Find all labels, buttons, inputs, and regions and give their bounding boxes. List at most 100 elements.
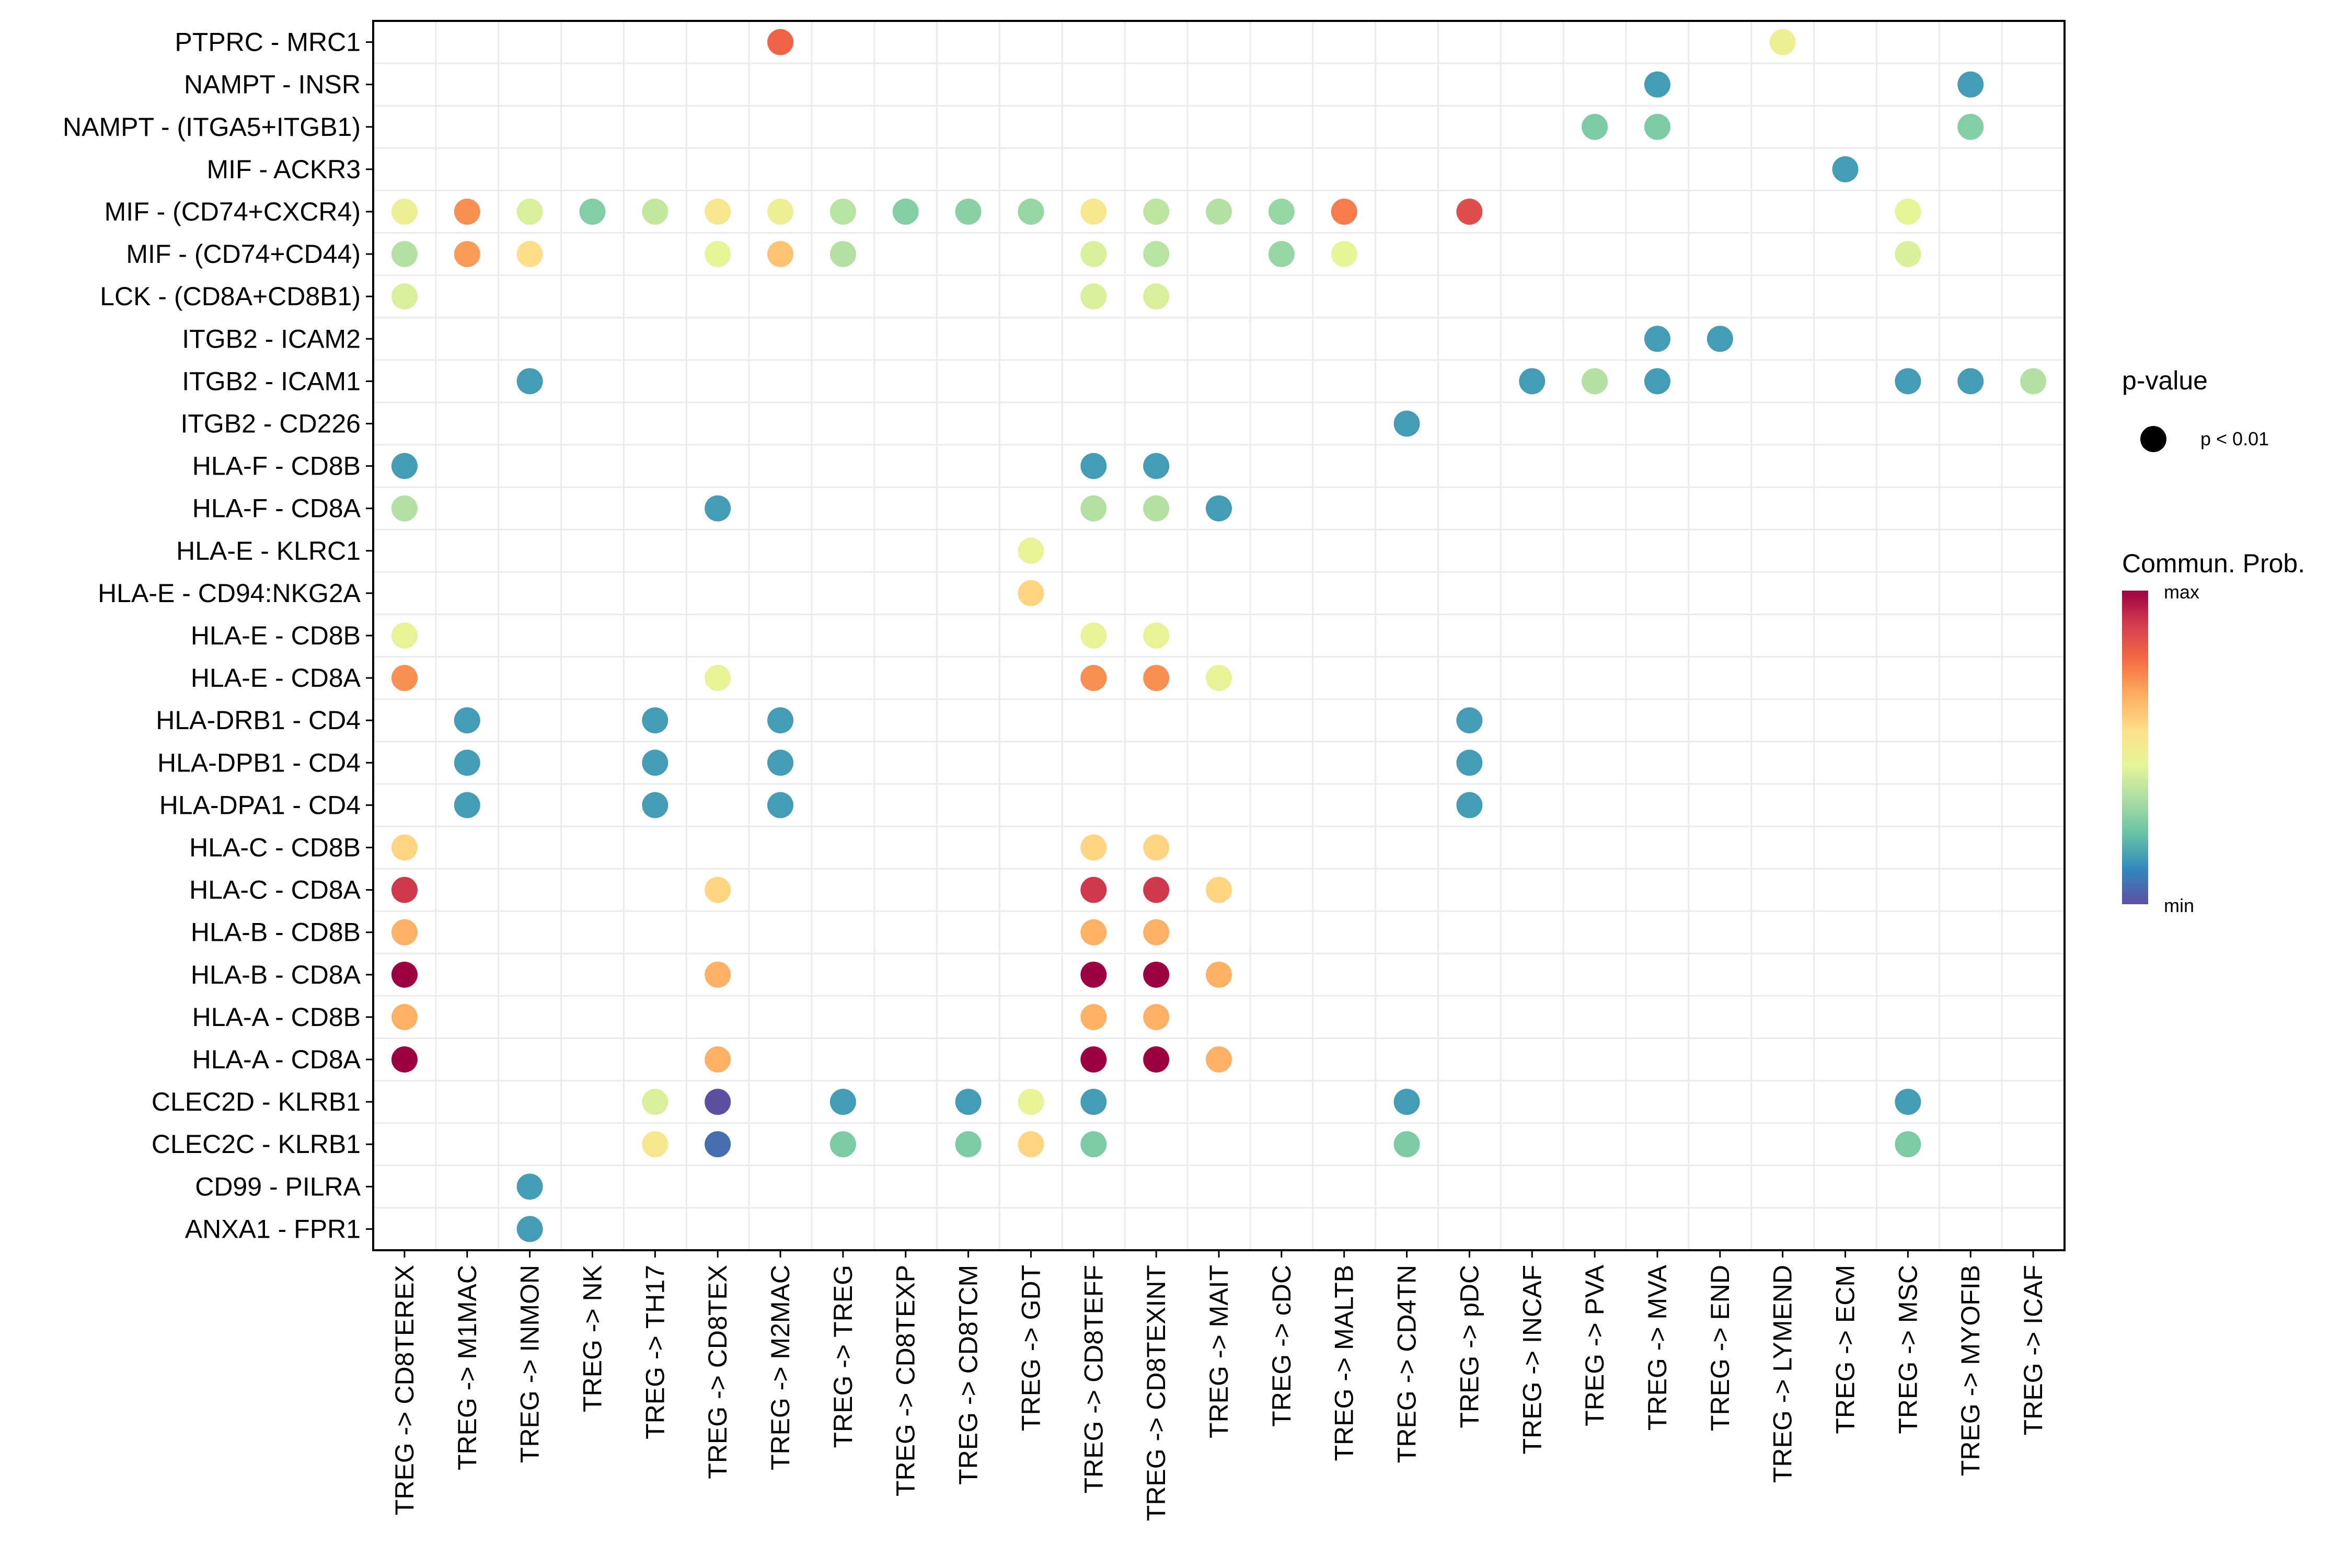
data-point [642, 1131, 668, 1158]
data-point [1080, 877, 1107, 903]
x-tick-label: TREG -> TH17 [640, 1265, 670, 1439]
data-point [391, 241, 418, 268]
y-tick-label: HLA-E - CD8A [191, 663, 361, 693]
data-point [1582, 113, 1608, 140]
y-tick-label: HLA-DPA1 - CD4 [159, 790, 361, 820]
data-point [1707, 326, 1733, 352]
data-point [1895, 368, 1921, 395]
x-axis: TREG -> CD8TEREX TREG -> M1MAC TREG -> INM… [390, 1250, 2048, 1521]
x-tick-label: TREG -> PVA [1580, 1264, 1609, 1426]
data-point [1456, 750, 1483, 776]
data-point [1456, 792, 1483, 818]
data-point [892, 198, 919, 225]
data-point [642, 750, 668, 776]
data-point [767, 29, 794, 55]
legend-colorbar-min-label: min [2164, 895, 2194, 916]
data-point [1143, 241, 1170, 268]
data-points [391, 29, 2047, 1242]
data-point [705, 495, 731, 522]
x-tick-label: TREG -> END [1705, 1265, 1735, 1431]
data-point [1206, 495, 1232, 522]
data-point [1143, 919, 1170, 946]
data-point [829, 241, 856, 268]
data-point [1268, 198, 1295, 225]
legend-colorbar [2122, 591, 2148, 904]
data-point [767, 707, 794, 734]
data-point [1393, 1131, 1420, 1158]
data-point [1644, 368, 1670, 395]
x-tick-label: TREG -> MYOFIB [1956, 1265, 1985, 1476]
legend: p-value p < 0.01 Commun. Prob. max min [2122, 366, 2305, 916]
data-point [705, 1046, 731, 1073]
data-point [391, 622, 418, 649]
data-point [1644, 71, 1670, 98]
data-point [705, 877, 731, 903]
data-point [1456, 198, 1483, 225]
data-point [1206, 198, 1232, 225]
data-point [1268, 241, 1295, 268]
data-point [1080, 198, 1107, 225]
data-point [1080, 495, 1107, 522]
data-point [454, 750, 480, 776]
x-tick-label: TREG -> MAIT [1204, 1265, 1233, 1438]
data-point [516, 1216, 543, 1242]
legend-pvalue-label: p < 0.01 [2200, 428, 2269, 449]
x-tick-label: TREG -> TREG [828, 1265, 858, 1448]
data-point [1957, 71, 1984, 98]
y-tick-label: CD99 - PILRA [195, 1172, 361, 1201]
y-tick-label: NAMPT - INSR [184, 70, 361, 99]
data-point [767, 792, 794, 818]
y-tick-label: MIF - ACKR3 [207, 155, 361, 184]
x-tick-label: TREG -> CD8TEREX [390, 1265, 419, 1515]
data-point [829, 198, 856, 225]
y-tick-label: HLA-DRB1 - CD4 [156, 706, 361, 735]
data-point [516, 1173, 543, 1200]
data-point [1018, 537, 1044, 564]
y-tick-label: HLA-B - CD8A [191, 960, 361, 989]
data-point [1018, 1131, 1044, 1158]
x-tick-label: TREG -> MSC [1893, 1265, 1922, 1434]
x-tick-label: TREG -> M2MAC [766, 1265, 795, 1470]
y-axis: PTPRC - MRC1 NAMPT - INSR NAMPT - (ITGA5+I… [63, 28, 373, 1243]
data-point [391, 1004, 418, 1030]
x-tick-label: TREG -> INCAF [1517, 1265, 1547, 1455]
data-point [454, 707, 480, 734]
data-point [1895, 241, 1921, 268]
data-point [1957, 113, 1984, 140]
y-tick-label: HLA-B - CD8B [191, 918, 361, 947]
data-point [1143, 834, 1170, 861]
data-point [1143, 665, 1170, 691]
y-tick-label: HLA-F - CD8A [192, 494, 361, 523]
y-tick-label: MIF - (CD74+CXCR4) [105, 197, 361, 226]
data-point [1957, 368, 1984, 395]
data-point [1080, 665, 1107, 691]
data-point [1018, 580, 1044, 606]
y-tick-label: LCK - (CD8A+CD8B1) [100, 282, 361, 311]
x-tick-label: TREG -> ECM [1831, 1265, 1860, 1434]
data-point [767, 241, 794, 268]
data-point [1080, 1046, 1107, 1073]
data-point [1018, 1089, 1044, 1115]
data-point [1582, 368, 1608, 395]
data-point [1143, 622, 1170, 649]
data-point [1769, 29, 1796, 55]
data-point [705, 665, 731, 691]
data-point [1143, 961, 1170, 988]
data-point [1080, 283, 1107, 310]
data-point [1644, 113, 1670, 140]
data-point [391, 877, 418, 903]
y-tick-label: ITGB2 - ICAM1 [182, 366, 361, 396]
x-tick-label: TREG -> CD8TEX [703, 1265, 732, 1479]
data-point [642, 707, 668, 734]
y-tick-label: PTPRC - MRC1 [175, 28, 361, 57]
data-point [829, 1089, 856, 1115]
data-point [1143, 283, 1170, 310]
data-point [1895, 1131, 1921, 1158]
y-tick-label: HLA-A - CD8A [192, 1045, 361, 1074]
x-tick-label: TREG -> CD8TEXP [891, 1265, 920, 1496]
y-tick-label: HLA-C - CD8A [189, 875, 361, 905]
x-tick-label: TREG -> CD4TN [1392, 1265, 1422, 1463]
data-point [1080, 241, 1107, 268]
legend-colorbar-max-label: max [2164, 581, 2199, 603]
